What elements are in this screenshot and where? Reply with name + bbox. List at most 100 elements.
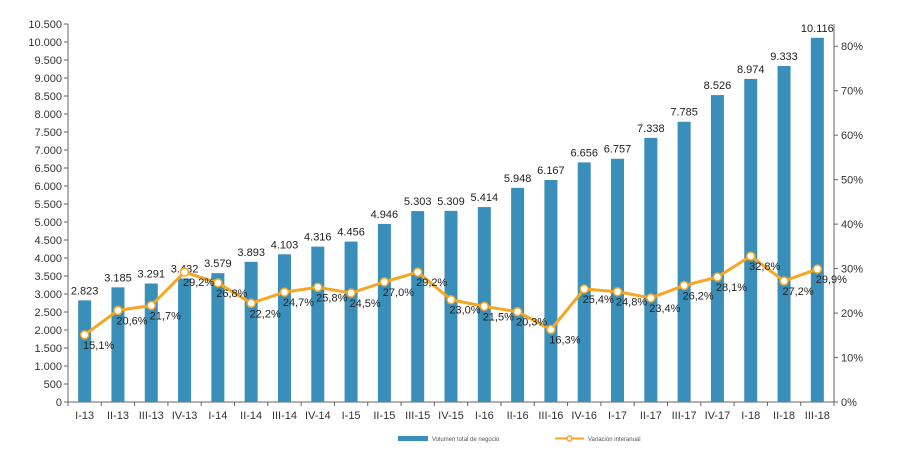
line-value-label: 29,2%	[416, 277, 447, 289]
y-left-tick-label: 5.000	[34, 217, 62, 229]
bar	[710, 95, 724, 403]
line-point	[612, 286, 623, 297]
y-right-tick-label: 50%	[841, 175, 863, 187]
bar-value-label: 8.974	[737, 64, 765, 76]
bar-value-label: 5.303	[404, 196, 432, 208]
line-point	[745, 251, 756, 261]
line-point	[246, 298, 256, 309]
line-point	[79, 330, 90, 340]
line-point	[146, 300, 157, 311]
x-tick-label: II-14	[240, 410, 262, 422]
line-point	[812, 264, 823, 274]
bar-value-label: 3.185	[104, 272, 132, 284]
bar	[78, 300, 92, 402]
y-left-tick-label: 10.500	[28, 19, 62, 31]
y-right-tick-label: 20%	[841, 308, 863, 320]
y-left-tick-label: 5.500	[34, 199, 62, 211]
y-right-tick-label: 30%	[841, 264, 863, 276]
line-value-label: 20,6%	[116, 315, 147, 327]
x-tick-label: I-17	[608, 410, 627, 422]
bar-value-label: 2.823	[71, 285, 99, 297]
bar	[311, 246, 325, 402]
bar	[611, 158, 625, 402]
x-tick-label: II-18	[773, 410, 795, 422]
bar-value-label: 5.414	[471, 192, 499, 204]
line-point	[479, 301, 490, 312]
bar	[444, 210, 458, 402]
y-left-tick-label: 8.500	[34, 91, 62, 103]
bar-value-label: 5.948	[504, 173, 532, 185]
line-value-label: 27,0%	[383, 287, 414, 299]
x-tick-label: IV-16	[571, 410, 597, 422]
bar-value-label: 3.291	[137, 269, 165, 281]
x-tick-label: IV-17	[705, 410, 731, 422]
y-left-tick-label: 2.000	[34, 325, 62, 337]
bar	[810, 37, 824, 402]
line-value-label: 24,5%	[349, 298, 380, 310]
bar-value-labels: 2.8233.1853.2913.4323.5793.8934.1034.316…	[71, 23, 834, 298]
y-right-tick-label: 60%	[841, 130, 863, 142]
y-left-tick-label: 8.000	[34, 109, 62, 121]
x-tick-label: III-17	[672, 410, 697, 422]
y-left-tick-label: 7.500	[34, 127, 62, 139]
bar-value-label: 9.333	[770, 51, 798, 63]
y-left-tick-label: 6.500	[34, 163, 62, 175]
line-point	[179, 267, 190, 277]
x-tick-label: I-18	[741, 410, 760, 422]
x-tick-label: III-18	[805, 410, 830, 422]
x-tick-label: I-14	[208, 410, 227, 422]
y-left-tick-label: 500	[44, 379, 62, 391]
line-value-label: 26,2%	[683, 290, 714, 302]
line-value-label: 21,5%	[483, 311, 514, 323]
bar-value-label: 5.309	[437, 196, 465, 208]
x-tick-label: III-14	[272, 410, 297, 422]
y-left-tick-label: 0	[56, 397, 62, 409]
x-tick-label: II-17	[640, 410, 662, 422]
x-tick-label: II-15	[373, 410, 395, 422]
x-tick-label: IV-14	[305, 410, 331, 422]
bar	[777, 66, 791, 403]
bar	[644, 137, 658, 402]
line-value-label: 29,2%	[183, 277, 214, 289]
line-value-label: 29,9%	[816, 274, 847, 286]
bar-value-label: 4.103	[271, 239, 299, 251]
bar	[544, 179, 558, 402]
x-tick-label: II-13	[107, 410, 129, 422]
x-tick-label: III-16	[538, 410, 563, 422]
line-point	[546, 324, 556, 335]
line-value-label: 32,8%	[749, 261, 780, 273]
x-tick-label: III-15	[405, 410, 430, 422]
bar	[277, 254, 291, 402]
bar-value-label: 6.656	[570, 147, 598, 159]
line-value-label: 20,3%	[516, 317, 547, 329]
y-right-tick-label: 0%	[841, 397, 857, 409]
line-point	[779, 276, 789, 286]
y-right-tick-label: 70%	[841, 86, 863, 98]
axes: 0 500 1.000 1.500 2.000 2.500 3.000 3.500 4.000 4…	[28, 19, 863, 422]
bar	[111, 287, 125, 402]
line-point	[412, 267, 423, 277]
y-left-tick-label: 1.500	[34, 343, 62, 355]
x-tick-label: I-15	[342, 410, 361, 422]
x-tick-label: III-13	[139, 410, 164, 422]
y-left-tick-label: 7.000	[34, 145, 62, 157]
line-point	[379, 277, 390, 287]
line-point	[313, 282, 323, 293]
bar	[178, 278, 192, 402]
line-value-label: 28,1%	[716, 282, 747, 294]
legend: Volumen total de negocio Variación inter…	[398, 435, 641, 443]
bar-value-label: 4.456	[337, 227, 365, 239]
line-point	[213, 278, 223, 288]
line-value-label: 15,1%	[83, 340, 114, 352]
bar-value-label: 3.893	[237, 247, 265, 259]
line-value-label: 25,8%	[316, 292, 347, 304]
y-left-tick-label: 6.000	[34, 181, 62, 193]
line-point	[512, 306, 523, 317]
line-point	[346, 288, 356, 298]
line-value-label: 24,8%	[616, 297, 647, 309]
bar-value-label: 4.946	[371, 209, 399, 221]
line-value-label: 26,8%	[216, 288, 247, 300]
legend-marker-line	[566, 435, 573, 442]
bar-value-label: 10.116	[801, 23, 834, 35]
y-left-tick-label: 3.500	[34, 271, 62, 283]
